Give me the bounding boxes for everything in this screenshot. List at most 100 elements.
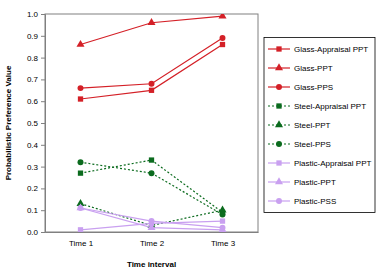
x-tick-label: Time 3 [211, 239, 236, 248]
legend: Glass-Appraisal PPT Glass-PPT Glass-PPS Ste… [264, 38, 375, 213]
series-marker [78, 170, 83, 175]
plot-frame [45, 14, 258, 232]
y-tick-mark [41, 188, 45, 189]
series-marker [78, 96, 83, 101]
series-line [81, 45, 223, 99]
y-tick-mark [41, 101, 45, 102]
legend-marker [276, 160, 281, 165]
legend-item: Plastic-PSS [268, 197, 336, 206]
y-tick: 0.7 [27, 75, 45, 84]
legend-item: Steel-PPS [268, 140, 331, 149]
series-line [81, 38, 223, 88]
series-marker [220, 42, 225, 47]
y-axis-line [41, 15, 46, 233]
series-marker [149, 218, 155, 224]
y-tick: 0.8 [27, 54, 45, 63]
series-line [81, 160, 223, 212]
y-tick-mark [41, 14, 45, 15]
y-tick-label: 0.2 [27, 184, 39, 193]
legend-marker [275, 120, 283, 127]
x-tick-label: Time 2 [140, 239, 165, 248]
legend-label: Steel-Appraisal PPT [294, 102, 366, 111]
y-axis: 0.0 0.1 0.2 0.3 0.4 0.5 0.6 0.7 0.8 0.9 1.0 [27, 10, 46, 237]
y-tick-label: 0.5 [27, 119, 39, 128]
legend-marker [276, 46, 281, 51]
y-tick-label: 0.6 [27, 97, 39, 106]
legend-label: Glass-Appraisal PPT [294, 45, 368, 54]
legend-label: Steel-PPT [294, 121, 331, 130]
legend-marker [275, 63, 283, 70]
y-tick-label: 0.4 [27, 141, 39, 150]
series-marker [149, 157, 154, 162]
legend-label: Plastic-PPT [294, 178, 336, 187]
series-marker [149, 81, 155, 87]
y-tick: 0.2 [27, 184, 45, 193]
y-tick-label: 0.0 [27, 228, 39, 237]
series-marker [78, 85, 84, 91]
y-tick-label: 1.0 [27, 10, 39, 19]
series-line [81, 208, 223, 228]
y-tick-mark [41, 145, 45, 146]
y-tick: 0.9 [27, 32, 45, 41]
series-line [81, 208, 223, 230]
legend-item: Plastic-PPT [268, 177, 336, 187]
series-marker [147, 18, 155, 25]
y-tick: 0.0 [27, 228, 45, 237]
y-tick-mark [41, 36, 45, 37]
series-marker [218, 225, 226, 232]
y-tick-mark [41, 167, 45, 168]
y-tick-label: 0.8 [27, 54, 39, 63]
x-tick: Time 2 [140, 239, 165, 248]
legend-marker [276, 198, 282, 204]
y-tick-mark [41, 58, 45, 59]
legend-marker [275, 177, 283, 184]
x-tick-label: Time 1 [69, 239, 94, 248]
legend-item: Steel-Appraisal PPT [268, 102, 366, 111]
y-tick-mark [41, 232, 45, 233]
series-marker [78, 227, 83, 232]
y-tick-label: 0.9 [27, 32, 39, 41]
series-marker [218, 206, 226, 213]
y-tick: 1.0 [27, 10, 45, 19]
legend-marker [276, 141, 282, 147]
legend-label: Plastic-PSS [294, 197, 336, 206]
y-tick: 0.3 [27, 163, 45, 172]
series-marker [220, 225, 226, 231]
series-line [81, 162, 223, 214]
x-axis: Time 1 Time 2 Time 3 [46, 233, 259, 248]
series-marker [220, 35, 226, 41]
series-marker [218, 14, 226, 19]
series-area [76, 14, 226, 232]
legend-label: Plastic-Appraisal PPT [294, 159, 371, 168]
legend-item: Steel-PPT [268, 120, 331, 130]
legend-marker [276, 84, 282, 90]
series-marker [76, 203, 84, 210]
series-marker [220, 212, 226, 218]
series-marker [76, 40, 84, 47]
y-tick-label: 0.1 [27, 206, 39, 215]
x-axis-title: Time interval [127, 260, 176, 269]
x-tick: Time 3 [211, 239, 236, 248]
plot: 0.00.10.20.30.40.50.60.70.80.91.0Time 1T… [27, 10, 259, 248]
legend-item: Glass-PPT [268, 63, 333, 73]
legend-marker [276, 103, 281, 108]
y-tick-mark [41, 210, 45, 211]
y-tick-label: 0.3 [27, 163, 39, 172]
y-axis-title: Probabilistic Preference Value [4, 65, 13, 180]
x-axis-line [46, 232, 259, 233]
legend-item: Glass-Appraisal PPT [268, 45, 368, 54]
legend-label: Steel-PPS [294, 140, 331, 149]
series-marker [149, 170, 155, 176]
y-tick: 0.4 [27, 141, 45, 150]
chart: 0.00.10.20.30.40.50.60.70.80.91.0Time 1T… [0, 0, 378, 272]
series-line [81, 16, 223, 44]
series-marker [78, 159, 84, 165]
legend-item: Glass-PPS [268, 83, 333, 92]
legend-frame [264, 38, 375, 213]
series-marker [149, 88, 154, 93]
x-tick: Time 1 [69, 239, 94, 248]
y-tick-label: 0.7 [27, 75, 39, 84]
legend-label: Glass-PPT [294, 64, 333, 73]
y-tick-mark [41, 79, 45, 80]
y-tick: 0.1 [27, 206, 45, 215]
